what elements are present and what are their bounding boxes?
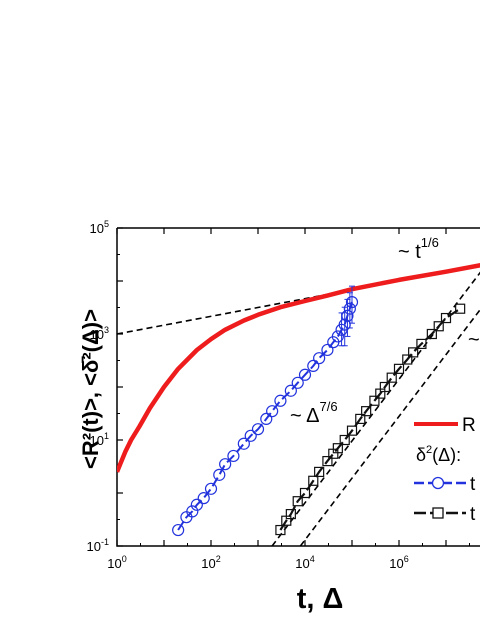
y-tick-label: 101	[90, 431, 109, 448]
data-point-square	[416, 338, 427, 350]
x-axis-title: t, Δ	[297, 583, 344, 615]
data-point-circle	[186, 505, 199, 518]
guide-line	[299, 308, 480, 546]
axis-ticks	[116, 227, 470, 547]
data-point-circle	[172, 523, 185, 537]
y-axis-title: <R²(t)>, <δ̄²(Δ)>	[78, 309, 103, 469]
data-point-square	[308, 475, 319, 486]
data-point-circle	[227, 449, 240, 463]
y-tick-label: 10-1	[87, 537, 109, 554]
x-tick-label: 102	[201, 554, 220, 571]
data-point-circle	[345, 295, 359, 309]
annotation-tilde-right: ~	[468, 329, 480, 351]
data-point-circle	[197, 492, 210, 505]
data-point-square	[369, 395, 380, 406]
legend: R δ2(Δ): t t	[414, 415, 476, 525]
data-point-square	[332, 443, 343, 454]
data-point-circle	[307, 359, 320, 373]
data-point-square	[386, 372, 397, 383]
data-point-square	[285, 508, 296, 520]
data-point-circle	[298, 368, 312, 381]
tamsd-black-line	[279, 307, 461, 531]
data-point-square	[440, 312, 452, 324]
legend-tamsd-header: δ2(Δ):	[416, 444, 461, 465]
x-tick-label: 104	[295, 554, 314, 571]
y-tick-labels: 10-1 101 103 105	[87, 219, 109, 554]
tamsd-blue-line	[177, 301, 353, 531]
data-point-square	[322, 455, 333, 467]
data-point-square	[314, 466, 325, 478]
data-point-square	[275, 524, 286, 536]
msd-curve	[117, 263, 480, 473]
data-point-square	[361, 406, 372, 417]
y-tick-label: 105	[90, 219, 109, 236]
data-point-circle	[343, 302, 356, 315]
data-point-circle	[251, 423, 265, 436]
data-point-circle	[266, 405, 279, 418]
data-point-circle	[219, 458, 232, 471]
data-point-circle	[341, 309, 354, 322]
data-point-circle	[313, 352, 326, 365]
data-point-square	[455, 303, 466, 314]
y-tick-label: 103	[90, 325, 109, 342]
data-point-circle	[190, 498, 203, 511]
x-tick-label: 106	[389, 554, 408, 571]
series-layer	[117, 263, 480, 546]
data-point-square	[339, 434, 350, 446]
data-point-circle	[331, 330, 344, 343]
annotation-delta-7-6: ~ Δ7/6	[290, 399, 338, 427]
data-point-square	[433, 321, 444, 332]
data-point-circle	[284, 384, 297, 397]
data-point-square	[355, 413, 366, 425]
data-point-square	[346, 425, 358, 436]
guide-line	[117, 264, 480, 335]
data-point-circle	[291, 376, 304, 389]
x-tick-labels: 100 102 104 106	[107, 554, 408, 571]
legend-blue-label: t	[470, 474, 476, 495]
data-point-circle	[204, 482, 218, 495]
data-point-square	[292, 496, 303, 507]
data-point-circle	[260, 412, 273, 426]
data-point-circle	[237, 437, 250, 450]
data-point-circle	[244, 429, 257, 442]
legend-black-marker	[432, 507, 444, 519]
data-point-square	[299, 487, 311, 499]
data-point-square	[393, 363, 405, 374]
data-point-circle	[274, 394, 287, 407]
annotation-t-1-6: ~ t1/6	[398, 235, 439, 263]
x-tick-label: 100	[107, 554, 126, 571]
legend-black-label: t	[470, 504, 476, 525]
data-point-square	[426, 328, 437, 340]
data-point-circle	[338, 318, 351, 331]
data-point-circle	[213, 468, 226, 481]
data-point-circle	[321, 343, 334, 357]
legend-msd-label: R	[462, 415, 476, 436]
data-point-square	[379, 381, 390, 393]
legend-blue-marker	[431, 476, 445, 490]
data-point-square	[402, 354, 413, 365]
data-point-square	[408, 347, 419, 358]
